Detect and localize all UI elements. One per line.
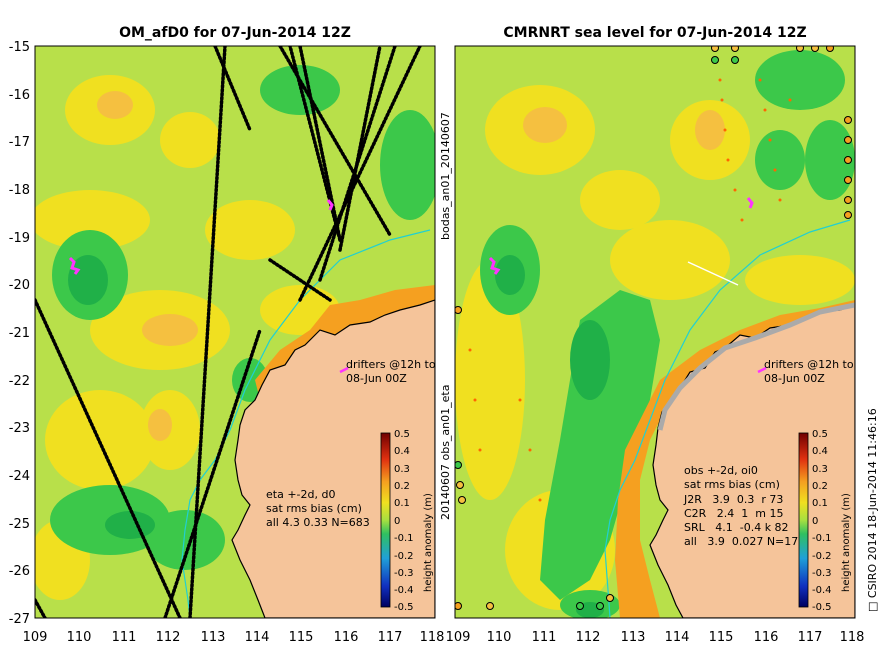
colorbar-tick: 0.1 — [394, 498, 410, 509]
left-drifter-track — [68, 256, 81, 275]
right-stats-line1: obs +-2d, oi0 — [684, 464, 758, 477]
lat-tick: -21 — [9, 326, 30, 341]
colorbar-label: height anomaly (m) — [841, 493, 852, 592]
colorbar-tick: 0 — [812, 516, 818, 527]
left-positive-anomaly — [35, 75, 340, 600]
drifter-note-line2: 08-Jun 00Z — [346, 372, 407, 385]
lat-tick: -25 — [9, 517, 30, 532]
lon-tick: 111 — [112, 630, 137, 645]
right-stats-row: J2R 3.9 0.3 r 73 — [683, 493, 783, 506]
longitude-ticks-right: 109 110 111 112 113 114 115 116 117 118 — [446, 630, 865, 645]
right-colorbar: 0.5 0.4 0.3 0.2 0.1 0 -0.1 -0.2 -0.3 -0.… — [798, 429, 852, 613]
side-label-upper: bodas_an01_20140607 — [439, 112, 452, 240]
colorbar-tick: -0.1 — [394, 533, 414, 544]
right-stats-row: SRL 4.1 -0.4 k 82 — [684, 521, 789, 534]
lon-tick: 112 — [156, 630, 181, 645]
side-label-lower: 20140607 obs_an01_eta — [439, 385, 452, 520]
colorbar-tick: 0.3 — [812, 464, 828, 475]
longitude-ticks-left: 109 110 111 112 113 114 115 116 117 118 — [23, 630, 445, 645]
lat-tick: -24 — [9, 469, 30, 484]
left-colorbar: 0.5 0.4 0.3 0.2 0.1 0 -0.1 -0.2 -0.3 -0.… — [380, 429, 434, 613]
lat-tick: -16 — [9, 88, 30, 103]
colorbar-tick: -0.2 — [812, 551, 832, 562]
right-drifter-note: drifters @12h to 08-Jun 00Z — [764, 358, 854, 385]
drifter-note-line2: 08-Jun 00Z — [764, 372, 825, 385]
lon-tick: 114 — [245, 630, 270, 645]
lat-tick: -19 — [9, 231, 30, 246]
right-stats: obs +-2d, oi0 sat rms bias (cm) J2R 3.9 … — [683, 464, 805, 548]
right-isobath — [604, 219, 851, 618]
right-map — [454, 45, 856, 619]
left-stats-line3: all 4.3 0.33 N=683 — [266, 516, 370, 529]
lon-tick: 116 — [334, 630, 359, 645]
colorbar-tick: -0.5 — [812, 602, 832, 613]
left-stats: eta +-2d, d0 sat rms bias (cm) all 4.3 0… — [266, 488, 370, 529]
left-satellite-tracks — [35, 46, 422, 618]
left-map — [34, 45, 436, 619]
right-obs-circles — [455, 46, 852, 610]
lat-tick: -18 — [9, 183, 30, 198]
right-drifter-track — [488, 256, 501, 275]
left-map-title: OM_afD0 for 07-Jun-2014 12Z — [119, 25, 351, 41]
colorbar-tick: -0.4 — [394, 585, 414, 596]
lon-tick: 117 — [798, 630, 823, 645]
colorbar-tick: -0.4 — [812, 585, 832, 596]
lon-tick: 113 — [201, 630, 226, 645]
lon-tick: 110 — [487, 630, 512, 645]
colorbar-tick: 0.1 — [812, 498, 828, 509]
colorbar-tick: -0.3 — [812, 568, 832, 579]
colorbar-tick: 0.3 — [394, 464, 410, 475]
lat-tick: -17 — [9, 135, 30, 150]
colorbar-tick: 0.4 — [812, 446, 828, 457]
right-map-title: CMRNRT sea level for 07-Jun-2014 12Z — [503, 25, 806, 41]
lon-tick: 111 — [532, 630, 557, 645]
colorbar-tick: 0.5 — [812, 429, 828, 440]
colorbar-tick: -0.2 — [394, 551, 414, 562]
lon-tick: 110 — [67, 630, 92, 645]
right-obs-dots — [468, 78, 792, 502]
lat-tick: -23 — [9, 421, 30, 436]
right-stats-line2: sat rms bias (cm) — [684, 478, 780, 491]
lon-tick: 109 — [446, 630, 471, 645]
right-stats-row: all 3.9 0.027 N=170 — [684, 535, 805, 548]
lat-tick: -27 — [9, 612, 30, 627]
lon-tick: 117 — [378, 630, 403, 645]
lon-tick: 114 — [665, 630, 690, 645]
left-stats-line2: sat rms bias (cm) — [266, 502, 362, 515]
side-label-right: □ CSIRO 2014 18-Jun-2014 11:46:16 — [866, 408, 879, 612]
lon-tick: 116 — [754, 630, 779, 645]
lat-tick: -22 — [9, 374, 30, 389]
left-stats-line1: eta +-2d, d0 — [266, 488, 335, 501]
lon-tick: 115 — [289, 630, 314, 645]
lat-tick: -26 — [9, 564, 30, 579]
left-drifter-note: drifters @12h to 08-Jun 00Z — [346, 358, 436, 385]
lat-tick: -15 — [9, 40, 30, 55]
colorbar-tick: -0.5 — [394, 602, 414, 613]
right-stats-row: C2R 2.4 1 m 15 — [684, 507, 784, 520]
colorbar-tick: 0.4 — [394, 446, 410, 457]
colorbar-tick: 0.2 — [812, 481, 828, 492]
colorbar-tick: -0.3 — [394, 568, 414, 579]
lon-tick: 113 — [621, 630, 646, 645]
colorbar-tick: -0.1 — [812, 533, 832, 544]
colorbar-label: height anomaly (m) — [423, 493, 434, 592]
colorbar-tick: 0.2 — [394, 481, 410, 492]
lon-tick: 115 — [709, 630, 734, 645]
lon-tick: 109 — [23, 630, 48, 645]
colorbar-tick: 0.5 — [394, 429, 410, 440]
lon-tick: 118 — [420, 630, 445, 645]
latitude-ticks: -15 -16 -17 -18 -19 -20 -21 -22 -23 -24 … — [9, 40, 30, 627]
drifter-note-line1: drifters @12h to — [346, 358, 436, 371]
lat-tick: -20 — [9, 278, 30, 293]
lon-tick: 112 — [576, 630, 601, 645]
colorbar-tick: 0 — [394, 516, 400, 527]
lon-tick: 118 — [840, 630, 865, 645]
drifter-note-line1: drifters @12h to — [764, 358, 854, 371]
